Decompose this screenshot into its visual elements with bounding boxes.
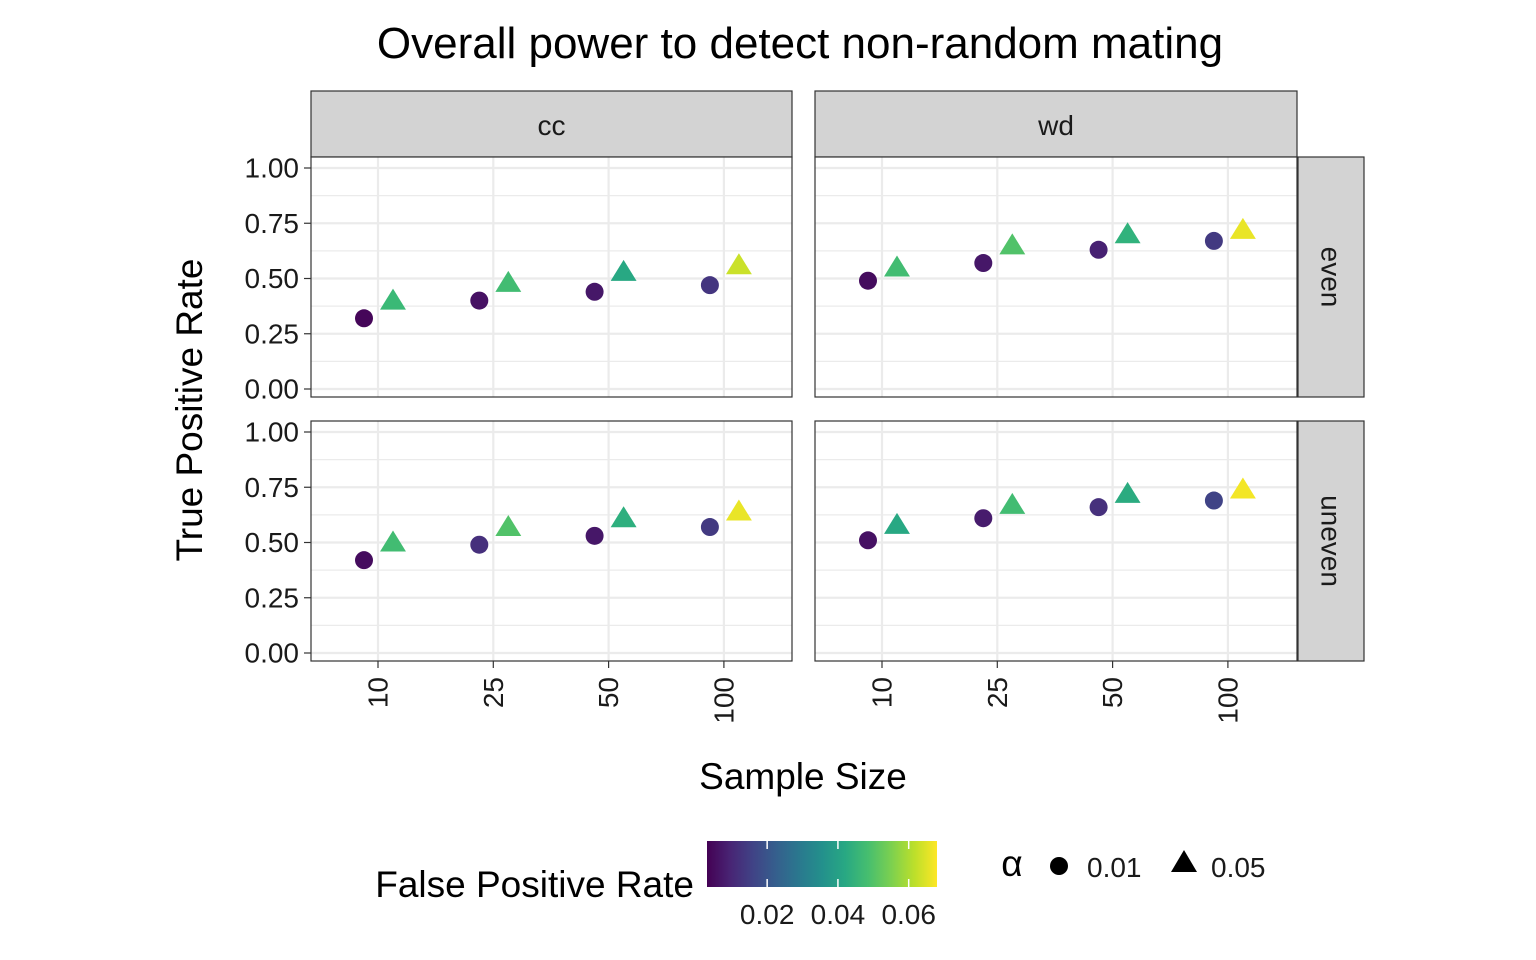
legend: False Positive Rate 0.02 0.04 0.06 α 0.01 0.05 [375, 841, 1266, 930]
strip-col-cc [310, 90, 793, 158]
point-alpha-0.01 [859, 271, 877, 290]
point-alpha-0.01 [1089, 240, 1108, 259]
point-alpha-0.01 [1089, 498, 1108, 517]
point-alpha-0.05 [495, 515, 522, 537]
strip-row-uneven [1297, 420, 1365, 662]
colorbar-tick-label: 0.02 [740, 899, 795, 930]
facet-panels: cc wdevenuneven0.000.250.500.751.000.000.… [245, 90, 1365, 724]
strip-label-uneven: uneven [1316, 495, 1347, 587]
panel-background [815, 421, 1297, 661]
point-alpha-0.01 [470, 535, 489, 554]
point-alpha-0.01 [1204, 231, 1223, 250]
point-alpha-0.05 [610, 506, 637, 528]
point-alpha-0.01 [355, 551, 373, 570]
y-tick-label: 0.25 [245, 582, 300, 613]
point-alpha-0.01 [470, 291, 489, 310]
y-axis-title: True Positive Rate [169, 259, 210, 562]
strip-col-wd [814, 90, 1298, 158]
point-alpha-0.05 [884, 512, 910, 534]
x-tick-label: 100 [1212, 677, 1243, 724]
point-alpha-0.05 [999, 492, 1026, 514]
panel-border [814, 420, 1298, 662]
panel-border [814, 156, 1298, 398]
panel-cc-even: 0.00 0.25 0.50 0.75 1.00 [245, 153, 793, 405]
y-tick-label: 0.00 [245, 638, 300, 669]
point-alpha-0.01 [585, 526, 604, 545]
x-tick-label: 50 [1097, 677, 1128, 708]
y-tick-label: 0.50 [245, 527, 300, 558]
panel-wd-uneven: 10 25 50 100 [814, 420, 1298, 724]
x-tick-label: 25 [982, 677, 1013, 708]
shape-legend-title: α [1001, 843, 1022, 884]
y-tick-label: 0.25 [245, 318, 300, 349]
point-alpha-0.01 [700, 276, 719, 295]
x-tick-label: 100 [708, 677, 739, 724]
y-tick-label: 0.00 [245, 374, 300, 405]
point-alpha-0.05 [380, 530, 406, 552]
x-tick-label: 10 [363, 677, 394, 708]
point-alpha-0.05 [495, 270, 522, 292]
colorbar-tick-label: 0.04 [811, 899, 866, 930]
y-tick-label: 1.00 [245, 153, 300, 184]
y-tick-label: 0.50 [245, 263, 300, 294]
colorbar-tick-label: 0.06 [881, 899, 936, 930]
point-alpha-0.05 [725, 499, 752, 521]
point-alpha-0.05 [999, 233, 1026, 255]
y-tick-label: 0.75 [245, 208, 300, 239]
strip-label-even: even [1316, 247, 1347, 308]
point-alpha-0.01 [974, 509, 993, 528]
point-alpha-0.05 [725, 253, 752, 275]
panel-border [310, 156, 793, 398]
point-alpha-0.01 [1204, 491, 1223, 510]
point-alpha-0.01 [859, 531, 877, 550]
point-alpha-0.05 [1229, 477, 1256, 499]
point-alpha-0.05 [380, 288, 406, 310]
point-alpha-0.05 [1114, 222, 1141, 244]
panel-background [815, 157, 1297, 397]
strip-label-cc: cc [538, 110, 566, 141]
y-tick-label: 1.00 [245, 417, 300, 448]
x-tick-label: 25 [478, 677, 509, 708]
point-alpha-0.05 [1229, 217, 1256, 239]
x-tick-label: 50 [593, 677, 624, 708]
point-alpha-0.05 [884, 255, 910, 277]
point-alpha-0.01 [355, 309, 373, 328]
point-alpha-0.01 [974, 254, 993, 273]
x-tick-label: 10 [867, 677, 898, 708]
x-axis-title: Sample Size [699, 756, 907, 797]
strip-row-even [1297, 156, 1365, 398]
y-tick-label: 0.75 [245, 472, 300, 503]
chart-title: Overall power to detect non-random matin… [377, 19, 1223, 68]
panel-border [310, 420, 793, 662]
legend-circle-icon [1050, 857, 1068, 875]
point-alpha-0.05 [610, 259, 637, 281]
point-alpha-0.01 [585, 282, 604, 301]
color-legend-title: False Positive Rate [375, 864, 694, 905]
panel-wd-even [814, 156, 1298, 398]
shape-legend-label: 0.01 [1087, 852, 1142, 883]
point-alpha-0.01 [700, 518, 719, 537]
point-alpha-0.05 [1114, 481, 1141, 503]
shape-legend-label: 0.05 [1211, 852, 1266, 883]
panel-cc-uneven: 0.00 0.25 0.50 0.75 1.00 10 25 50 100 [245, 417, 793, 724]
strip-label-wd: wd [1037, 110, 1074, 141]
colorbar [707, 841, 937, 887]
legend-triangle-icon [1171, 850, 1197, 872]
